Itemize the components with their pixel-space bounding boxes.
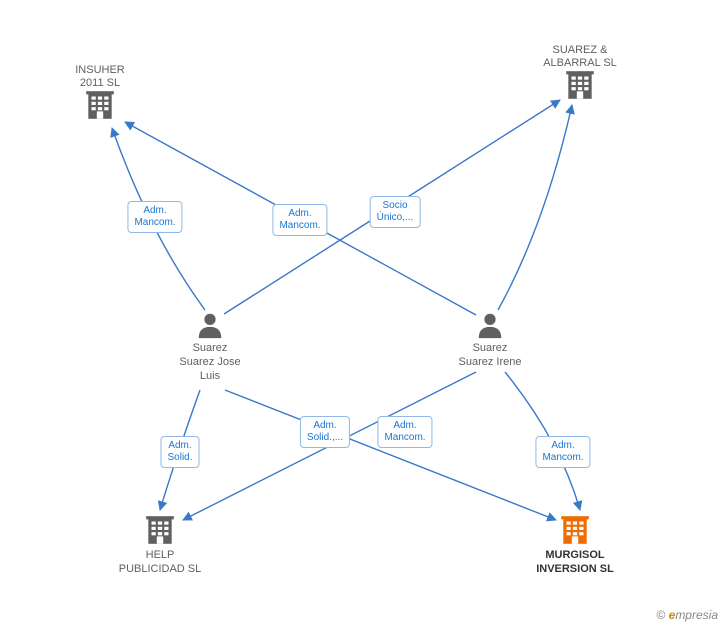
building-icon: [563, 68, 597, 107]
building-icon: [558, 513, 592, 552]
node-label-help_publicidad: HELPPUBLICIDAD SL: [119, 549, 202, 577]
node-label-irene: SuarezSuarez Irene: [459, 342, 522, 370]
node-jose_luis: SuarezSuarez JoseLuis: [195, 310, 225, 345]
node-label-suarez_albarral: SUAREZ &ALBARRAL SL: [543, 44, 617, 72]
edge-label-irene-help_publicidad: Adm.Mancom.: [377, 416, 432, 448]
edge-label-irene-insuher: Adm.Mancom.: [272, 204, 327, 236]
node-help_publicidad: HELPPUBLICIDAD SL: [143, 513, 177, 552]
node-murgisol: MURGISOLINVERSION SL: [558, 513, 592, 552]
edge-irene-suarez_albarral: [498, 105, 572, 310]
watermark: © empresia: [656, 608, 718, 622]
person-icon: [195, 310, 225, 345]
node-label-jose_luis: SuarezSuarez JoseLuis: [179, 342, 240, 383]
edge-label-jose_luis-suarez_albarral: SocioÚnico,...: [370, 196, 421, 228]
building-icon: [143, 513, 177, 552]
node-label-insuher: INSUHER2011 SL: [75, 64, 125, 92]
watermark-brand: empresia: [669, 608, 718, 622]
edge-label-jose_luis-murgisol: Adm.Solid.,...: [300, 416, 350, 448]
watermark-copy: ©: [656, 608, 665, 622]
node-irene: SuarezSuarez Irene: [475, 310, 505, 345]
node-suarez_albarral: SUAREZ &ALBARRAL SL: [563, 68, 597, 107]
building-icon: [83, 88, 117, 127]
node-insuher: INSUHER2011 SL: [83, 88, 117, 127]
edge-label-irene-murgisol: Adm.Mancom.: [535, 436, 590, 468]
edge-label-jose_luis-help_publicidad: Adm.Solid.: [160, 436, 199, 468]
person-icon: [475, 310, 505, 345]
edge-jose_luis-murgisol: [225, 390, 556, 520]
edge-label-jose_luis-insuher: Adm.Mancom.: [127, 201, 182, 233]
node-label-murgisol: MURGISOLINVERSION SL: [536, 549, 614, 577]
